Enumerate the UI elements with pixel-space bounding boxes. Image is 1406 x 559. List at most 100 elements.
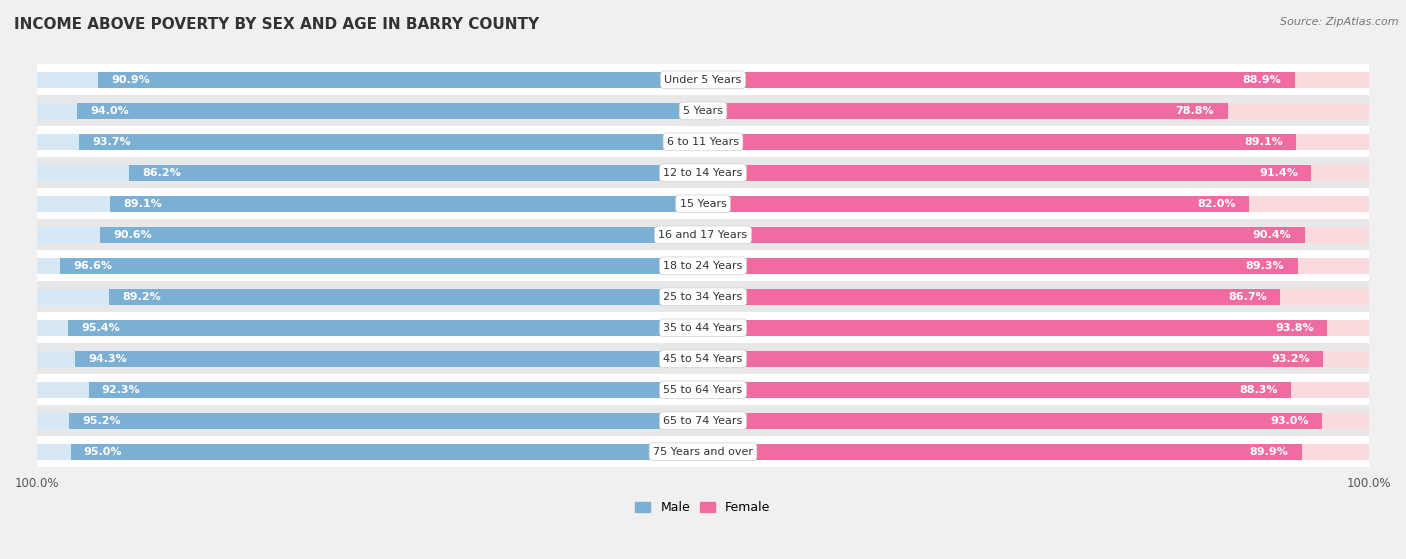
Bar [703,258,1298,274]
Text: 89.3%: 89.3% [1246,261,1284,271]
Text: 18 to 24 Years: 18 to 24 Years [664,261,742,271]
Text: 95.2%: 95.2% [83,416,121,426]
Text: 75 Years and over: 75 Years and over [652,447,754,457]
Text: 93.2%: 93.2% [1271,354,1310,364]
Bar [37,96,1369,126]
Bar [703,134,1296,150]
Text: 89.2%: 89.2% [122,292,162,302]
Text: 95.4%: 95.4% [82,323,120,333]
Bar [67,320,703,336]
Text: 90.6%: 90.6% [112,230,152,240]
Bar [37,289,703,305]
Text: 86.2%: 86.2% [142,168,181,178]
Text: 90.9%: 90.9% [111,75,150,85]
Bar [37,196,703,212]
Text: 94.3%: 94.3% [89,354,128,364]
Bar [703,227,1305,243]
Text: 91.4%: 91.4% [1260,168,1298,178]
Bar [703,444,1369,460]
Text: 96.6%: 96.6% [73,261,112,271]
Bar [703,413,1369,429]
Text: 55 to 64 Years: 55 to 64 Years [664,385,742,395]
Text: 82.0%: 82.0% [1197,199,1236,209]
Bar [37,250,1369,281]
Bar [703,320,1327,336]
Bar [79,134,703,150]
Bar [77,103,703,119]
Text: 35 to 44 Years: 35 to 44 Years [664,323,742,333]
Text: 16 and 17 Years: 16 and 17 Years [658,230,748,240]
Bar [100,227,703,243]
Text: 88.9%: 88.9% [1243,75,1281,85]
Text: 25 to 34 Years: 25 to 34 Years [664,292,742,302]
Bar [703,289,1281,305]
Bar [37,350,703,367]
Text: 15 Years: 15 Years [679,199,727,209]
Bar [703,165,1369,181]
Text: 45 to 54 Years: 45 to 54 Years [664,354,742,364]
Bar [110,196,703,212]
Bar [70,444,703,460]
Bar [703,134,1369,150]
Bar [98,72,703,88]
Bar [37,258,703,274]
Bar [37,382,703,398]
Bar [37,343,1369,375]
Bar [37,134,703,150]
Bar [37,375,1369,405]
Bar [703,350,1369,367]
Bar [110,289,703,305]
Bar [37,188,1369,219]
Bar [703,72,1369,88]
Bar [703,382,1291,398]
Bar [703,258,1369,274]
Text: 5 Years: 5 Years [683,106,723,116]
Bar [703,350,1323,367]
Bar [37,312,1369,343]
Text: 89.9%: 89.9% [1250,447,1288,457]
Bar [703,444,1302,460]
Bar [703,196,1249,212]
Text: 78.8%: 78.8% [1175,106,1215,116]
Bar [703,196,1369,212]
Bar [37,72,703,88]
Bar [129,165,703,181]
Bar [75,350,703,367]
Bar [37,413,703,429]
Text: 93.8%: 93.8% [1275,323,1315,333]
Text: 92.3%: 92.3% [101,385,141,395]
Bar [37,320,703,336]
Text: 6 to 11 Years: 6 to 11 Years [666,137,740,147]
Bar [37,227,703,243]
Text: Under 5 Years: Under 5 Years [665,75,741,85]
Bar [37,281,1369,312]
Text: 90.4%: 90.4% [1253,230,1292,240]
Bar [703,382,1369,398]
Text: 89.1%: 89.1% [124,199,162,209]
Text: 95.0%: 95.0% [84,447,122,457]
Bar [37,405,1369,436]
Text: 93.7%: 93.7% [93,137,131,147]
Bar [703,320,1369,336]
Text: 65 to 74 Years: 65 to 74 Years [664,416,742,426]
Text: 86.7%: 86.7% [1227,292,1267,302]
Text: 89.1%: 89.1% [1244,137,1282,147]
Text: 88.3%: 88.3% [1239,385,1278,395]
Bar [69,413,703,429]
Bar [37,165,703,181]
Text: 93.0%: 93.0% [1271,416,1309,426]
Bar [37,103,703,119]
Bar [703,103,1369,119]
Text: 12 to 14 Years: 12 to 14 Years [664,168,742,178]
Bar [37,219,1369,250]
Text: Source: ZipAtlas.com: Source: ZipAtlas.com [1281,17,1399,27]
Bar [703,103,1227,119]
Bar [703,165,1312,181]
Bar [37,126,1369,157]
Legend: Male, Female: Male, Female [630,496,776,519]
Bar [703,289,1369,305]
Bar [37,444,703,460]
Bar [703,227,1369,243]
Text: INCOME ABOVE POVERTY BY SEX AND AGE IN BARRY COUNTY: INCOME ABOVE POVERTY BY SEX AND AGE IN B… [14,17,538,32]
Bar [89,382,703,398]
